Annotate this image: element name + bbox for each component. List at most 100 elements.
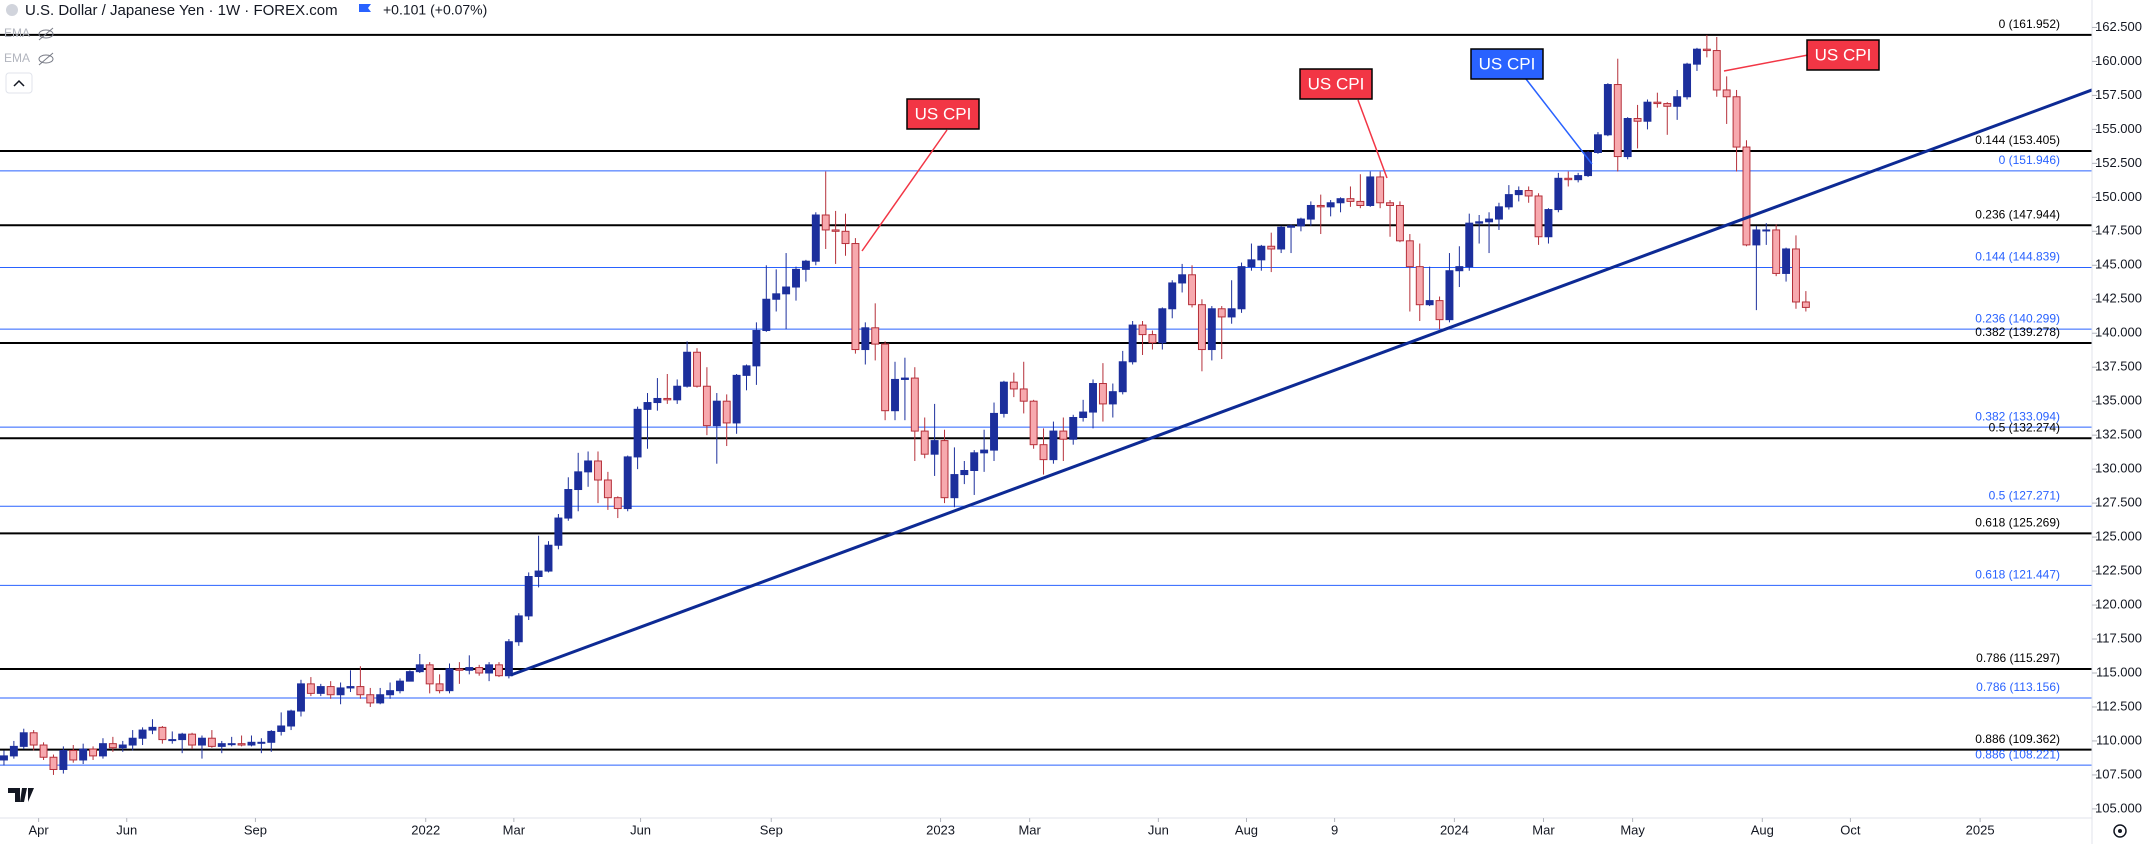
candle-body bbox=[1148, 334, 1157, 344]
candle-body bbox=[1663, 103, 1672, 107]
candle-body bbox=[861, 327, 870, 351]
candle-body bbox=[148, 726, 157, 731]
candle-body bbox=[386, 690, 395, 696]
candle-body bbox=[881, 343, 890, 412]
candle-body bbox=[1554, 177, 1563, 211]
candle-body bbox=[287, 710, 296, 727]
y-tick-label: 125.000 bbox=[2095, 529, 2142, 544]
x-tick-label: 2025 bbox=[1966, 822, 1995, 837]
candle-body bbox=[693, 351, 701, 387]
callout-line bbox=[1357, 99, 1388, 179]
candle-body bbox=[1227, 308, 1236, 318]
candle-body bbox=[1296, 218, 1305, 227]
y-tick-label: 162.500 bbox=[2095, 19, 2142, 34]
candle-body bbox=[999, 381, 1008, 414]
candle-body bbox=[623, 456, 632, 510]
candle-body bbox=[79, 748, 88, 761]
candle-body bbox=[821, 214, 830, 231]
candle-body bbox=[1643, 101, 1652, 122]
x-tick-label: 2023 bbox=[926, 822, 955, 837]
y-tick-label: 147.500 bbox=[2095, 223, 2142, 238]
x-tick-label: Aug bbox=[1751, 822, 1774, 837]
candle-body bbox=[1524, 190, 1533, 197]
candle-body bbox=[168, 739, 177, 742]
candle-body bbox=[455, 668, 464, 671]
flag-icon[interactable] bbox=[359, 4, 371, 12]
candle-body bbox=[1336, 198, 1345, 204]
x-tick-label: Sep bbox=[244, 822, 267, 837]
candle-body bbox=[1613, 84, 1622, 158]
settings-icon[interactable] bbox=[2113, 824, 2127, 838]
candle-body bbox=[178, 733, 187, 741]
x-tick-label: 2024 bbox=[1440, 822, 1469, 837]
candle-body bbox=[19, 732, 28, 747]
candle-body bbox=[1534, 195, 1543, 238]
y-tick-label: 132.500 bbox=[2095, 427, 2142, 442]
candle-body bbox=[891, 378, 899, 412]
candle-body bbox=[1197, 304, 1206, 351]
candle-body bbox=[376, 694, 385, 704]
candle-body bbox=[118, 744, 127, 749]
candle-body bbox=[683, 351, 692, 387]
candle-body bbox=[841, 230, 850, 245]
candle-body bbox=[1386, 202, 1395, 206]
candle-body bbox=[1772, 229, 1781, 274]
candle-body bbox=[653, 397, 662, 404]
eye-off-icon[interactable] bbox=[38, 27, 54, 41]
candle-body bbox=[1504, 194, 1513, 208]
candle-body bbox=[99, 743, 107, 757]
candle-body bbox=[762, 298, 771, 332]
y-tick-label: 112.500 bbox=[2096, 698, 2142, 713]
candle-body bbox=[1435, 300, 1444, 321]
callout-text: US CPI bbox=[1479, 54, 1536, 73]
candle-body bbox=[772, 293, 781, 300]
candle-body bbox=[1405, 240, 1414, 268]
candle-body bbox=[613, 497, 622, 510]
candle-body bbox=[396, 680, 404, 692]
candle-body bbox=[1217, 308, 1226, 318]
candle-body bbox=[425, 664, 434, 685]
y-tick-label: 145.000 bbox=[2095, 257, 2142, 272]
collapse-button[interactable] bbox=[5, 72, 33, 94]
y-tick-label: 150.000 bbox=[2095, 189, 2142, 204]
candle-body bbox=[1455, 266, 1464, 272]
indicator-label[interactable]: EMA bbox=[4, 51, 30, 65]
candle-body bbox=[950, 474, 959, 499]
candle-body bbox=[1544, 209, 1553, 238]
candle-body bbox=[277, 725, 286, 732]
candle-body bbox=[504, 641, 513, 677]
fib-level-label: 0.786 (115.297) bbox=[1976, 651, 2060, 665]
x-tick-label: Jun bbox=[630, 822, 651, 837]
candle-body bbox=[9, 745, 18, 757]
callout-line bbox=[861, 129, 948, 252]
tradingview-logo[interactable] bbox=[8, 788, 34, 802]
candle-body bbox=[188, 733, 197, 746]
candle-body bbox=[316, 686, 325, 694]
candle-body bbox=[326, 686, 335, 696]
indicator-label[interactable]: EMA bbox=[4, 26, 30, 40]
fib-level-label: 0.144 (144.839) bbox=[1975, 250, 2060, 264]
candle-body bbox=[217, 743, 226, 747]
candle-body bbox=[29, 732, 38, 746]
candle-body bbox=[544, 544, 553, 572]
candle-body bbox=[970, 452, 979, 471]
y-tick-label: 127.500 bbox=[2095, 495, 2142, 510]
candle-body bbox=[1752, 229, 1761, 246]
x-tick-label: Jun bbox=[116, 822, 137, 837]
eye-off-icon[interactable] bbox=[38, 52, 54, 66]
candle-body bbox=[643, 402, 652, 410]
candle-body bbox=[366, 694, 375, 704]
candle-body bbox=[1316, 204, 1325, 208]
candle-body bbox=[485, 664, 494, 674]
candle-body bbox=[1485, 218, 1494, 223]
candle-body bbox=[940, 440, 949, 499]
candle-body bbox=[1108, 391, 1117, 405]
candle-body bbox=[574, 471, 583, 491]
y-tick-label: 157.500 bbox=[2095, 87, 2142, 102]
fib-level-label: 0.786 (113.156) bbox=[1976, 680, 2060, 694]
candle-body bbox=[475, 667, 484, 674]
plot-area: 0 (161.952) 0.144 (153.405) 0 (151.946) 0.2… bbox=[0, 17, 2093, 775]
candle-body bbox=[1237, 266, 1246, 310]
x-tick-label: Mar bbox=[1018, 822, 1041, 837]
candle-body bbox=[1623, 118, 1632, 158]
